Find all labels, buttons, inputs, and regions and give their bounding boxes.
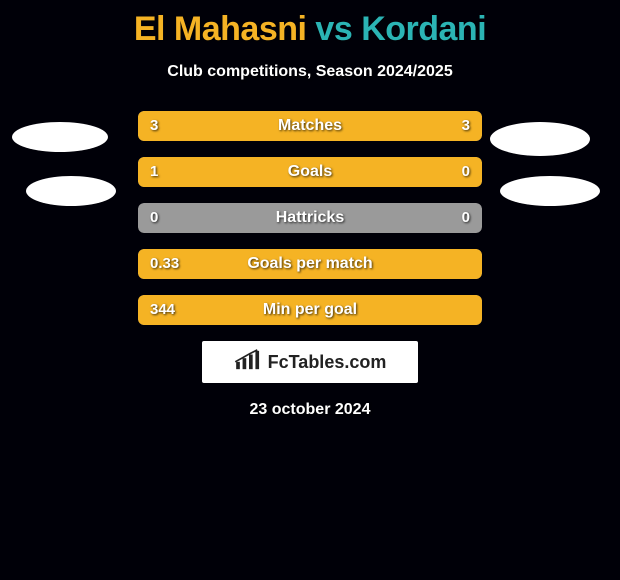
player-a-logo-secondary <box>26 176 116 206</box>
title-player-a: El Mahasni <box>134 10 307 48</box>
stat-row: 0.33Goals per match <box>138 249 482 279</box>
brand-text: FcTables.com <box>268 352 387 373</box>
player-a-logo-primary <box>12 122 108 152</box>
subtitle: Club competitions, Season 2024/2025 <box>0 63 620 81</box>
stat-label: Goals per match <box>138 249 482 279</box>
stat-label: Min per goal <box>138 295 482 325</box>
stat-row: 33Matches <box>138 111 482 141</box>
stat-label: Matches <box>138 111 482 141</box>
bar-chart-icon <box>234 349 264 376</box>
stat-label: Goals <box>138 157 482 187</box>
stat-row: 00Hattricks <box>138 203 482 233</box>
title-vs: vs <box>315 10 352 48</box>
stat-row: 10Goals <box>138 157 482 187</box>
player-b-logo-primary <box>490 122 590 156</box>
player-b-logo-secondary <box>500 176 600 206</box>
stat-row: 344Min per goal <box>138 295 482 325</box>
page-title: El Mahasni vs Kordani <box>0 0 620 49</box>
comparison-chart: 33Matches 10Goals 00Hattricks 0.33Goals per… <box>138 111 482 325</box>
title-player-b: Kordani <box>361 10 486 48</box>
brand-badge: FcTables.com <box>202 341 418 383</box>
date-text: 23 october 2024 <box>0 401 620 419</box>
stat-label: Hattricks <box>138 203 482 233</box>
